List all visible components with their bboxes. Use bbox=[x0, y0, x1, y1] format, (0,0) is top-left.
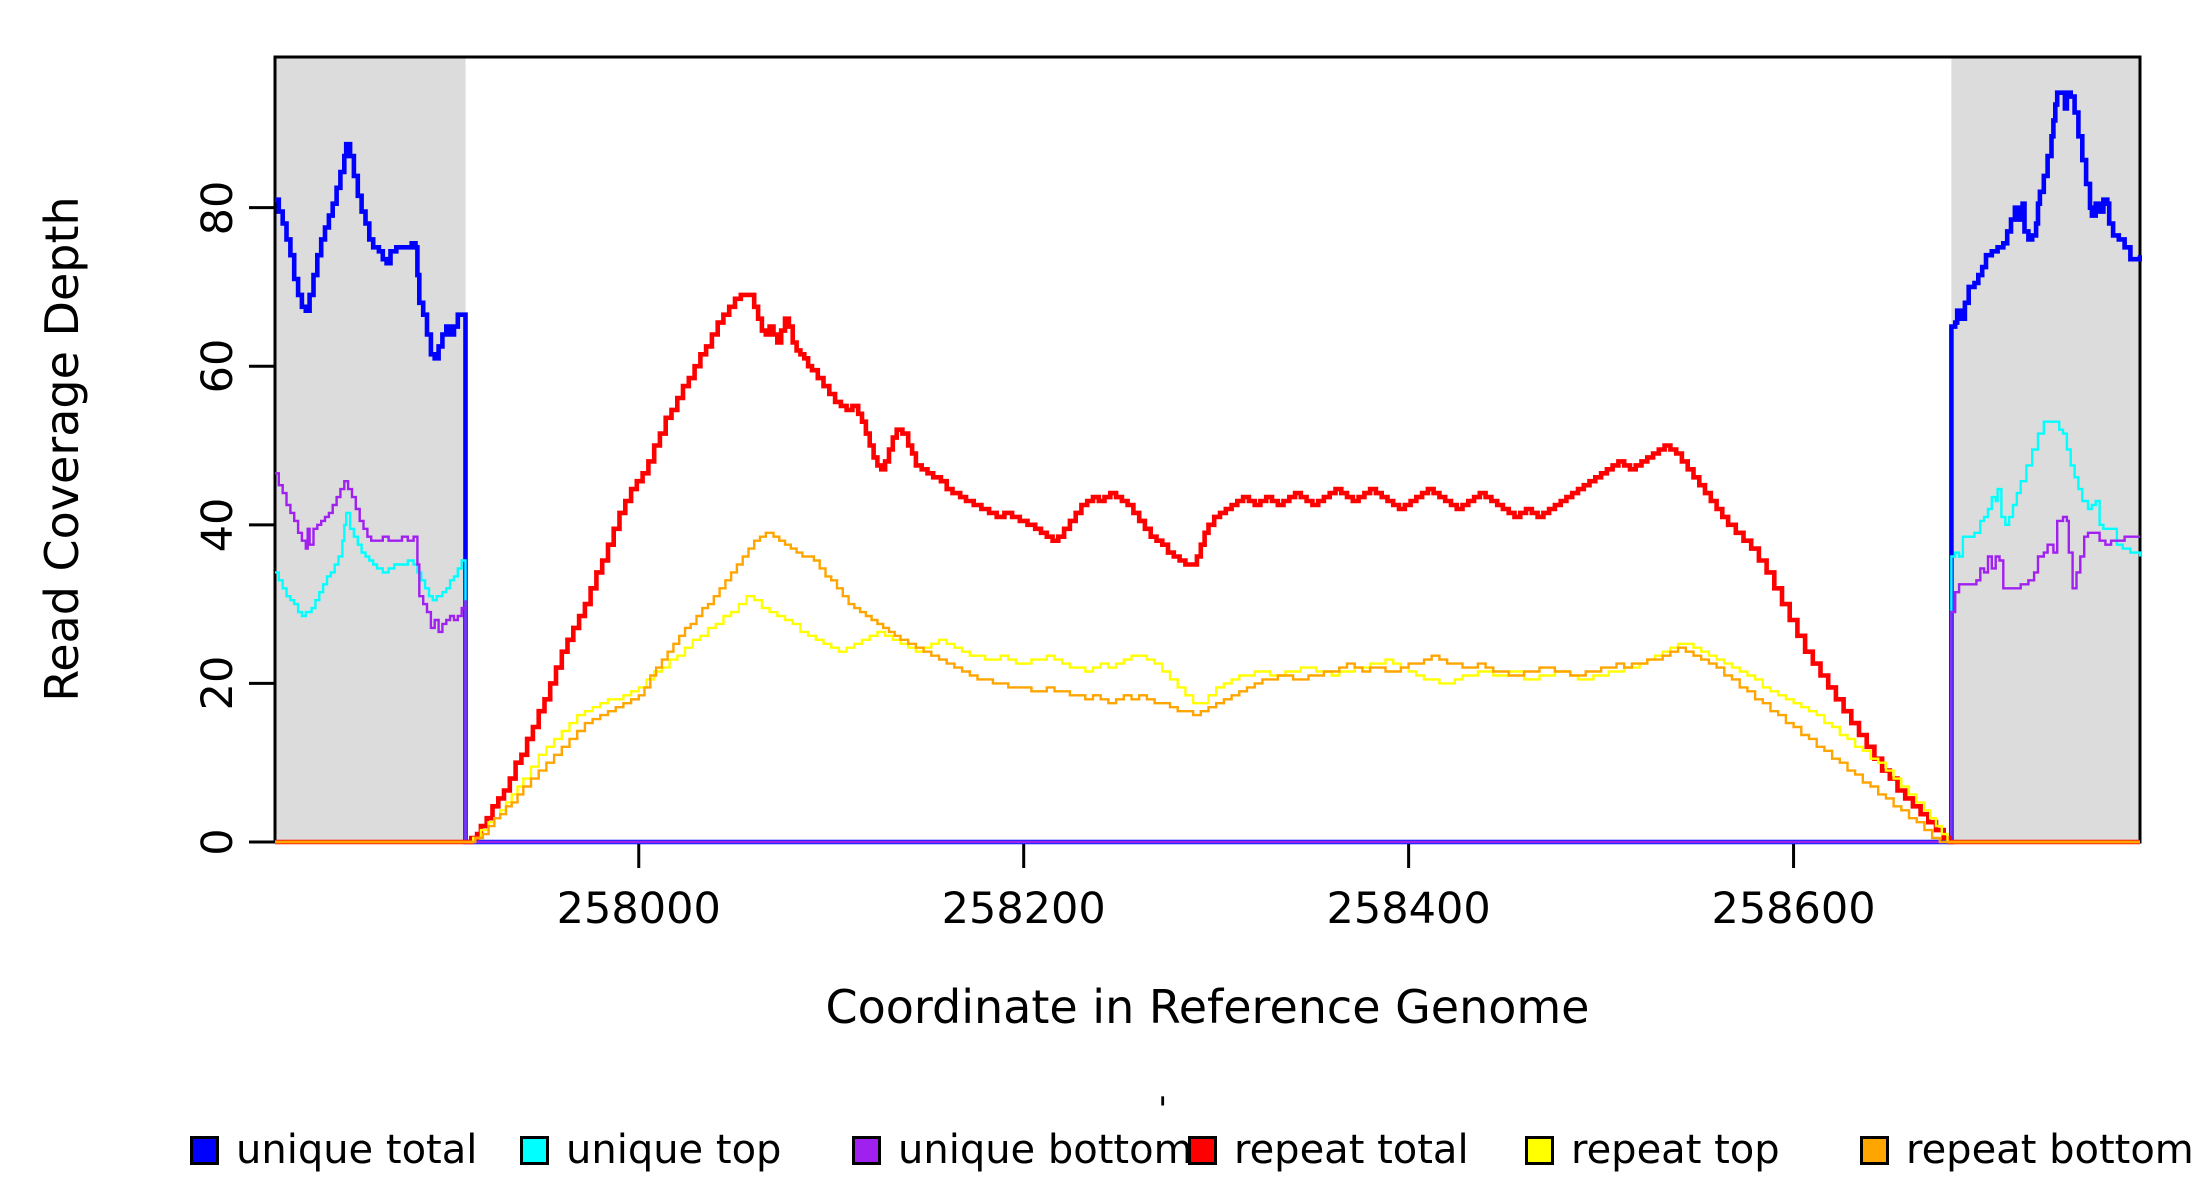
y-axis-title: Read Coverage Depth bbox=[35, 196, 89, 702]
legend-swatch-icon bbox=[520, 1135, 549, 1165]
legend-label: repeat bottom bbox=[1906, 1127, 2194, 1173]
legend-swatch-icon bbox=[852, 1135, 881, 1165]
legend-label: unique total bbox=[236, 1127, 478, 1173]
y-tick-label-80: 80 bbox=[193, 180, 243, 236]
legend-item-repeat-top: repeat top bbox=[1525, 1128, 1780, 1172]
legend-item-repeat-total: repeat total bbox=[1188, 1128, 1469, 1172]
x-tick-label-258600: 258600 bbox=[1711, 884, 1876, 934]
series-line-unique-total bbox=[275, 90, 2142, 845]
y-tick-label-60: 60 bbox=[193, 338, 243, 394]
legend-label: unique bottom bbox=[898, 1127, 1193, 1173]
y-tick-label-20: 20 bbox=[193, 656, 243, 711]
legend-swatch-icon bbox=[1525, 1135, 1554, 1165]
series-line-repeat-top bbox=[275, 595, 2140, 844]
legend-swatch-icon bbox=[1860, 1135, 1889, 1165]
series-line-unique-top bbox=[275, 420, 2142, 844]
series-line-repeat-bottom bbox=[275, 531, 2140, 844]
legend-label: repeat top bbox=[1571, 1127, 1780, 1173]
legend-item-unique-total: unique total bbox=[190, 1128, 477, 1172]
legend-label: repeat total bbox=[1234, 1127, 1469, 1173]
legend-label: unique top bbox=[566, 1127, 782, 1173]
legend-swatch-icon bbox=[190, 1135, 219, 1165]
x-tick-label-258200: 258200 bbox=[941, 884, 1106, 934]
stray-mark: ' bbox=[1158, 1090, 1168, 1130]
shaded-region bbox=[275, 57, 466, 842]
legend-item-repeat-bottom: repeat bottom bbox=[1860, 1128, 2194, 1172]
legend-swatch-icon bbox=[1188, 1135, 1217, 1165]
y-tick-label-0: 0 bbox=[193, 828, 243, 856]
legend-item-unique-bottom: unique bottom bbox=[852, 1128, 1193, 1172]
series-line-unique-bottom bbox=[275, 472, 2140, 844]
x-tick-label-258000: 258000 bbox=[556, 884, 721, 934]
y-tick-label-40: 40 bbox=[193, 497, 243, 553]
x-tick-label-258400: 258400 bbox=[1326, 884, 1491, 934]
legend-item-unique-top: unique top bbox=[520, 1128, 781, 1172]
x-axis-title: Coordinate in Reference Genome bbox=[825, 980, 1590, 1034]
series-line-repeat-total bbox=[275, 292, 2140, 845]
